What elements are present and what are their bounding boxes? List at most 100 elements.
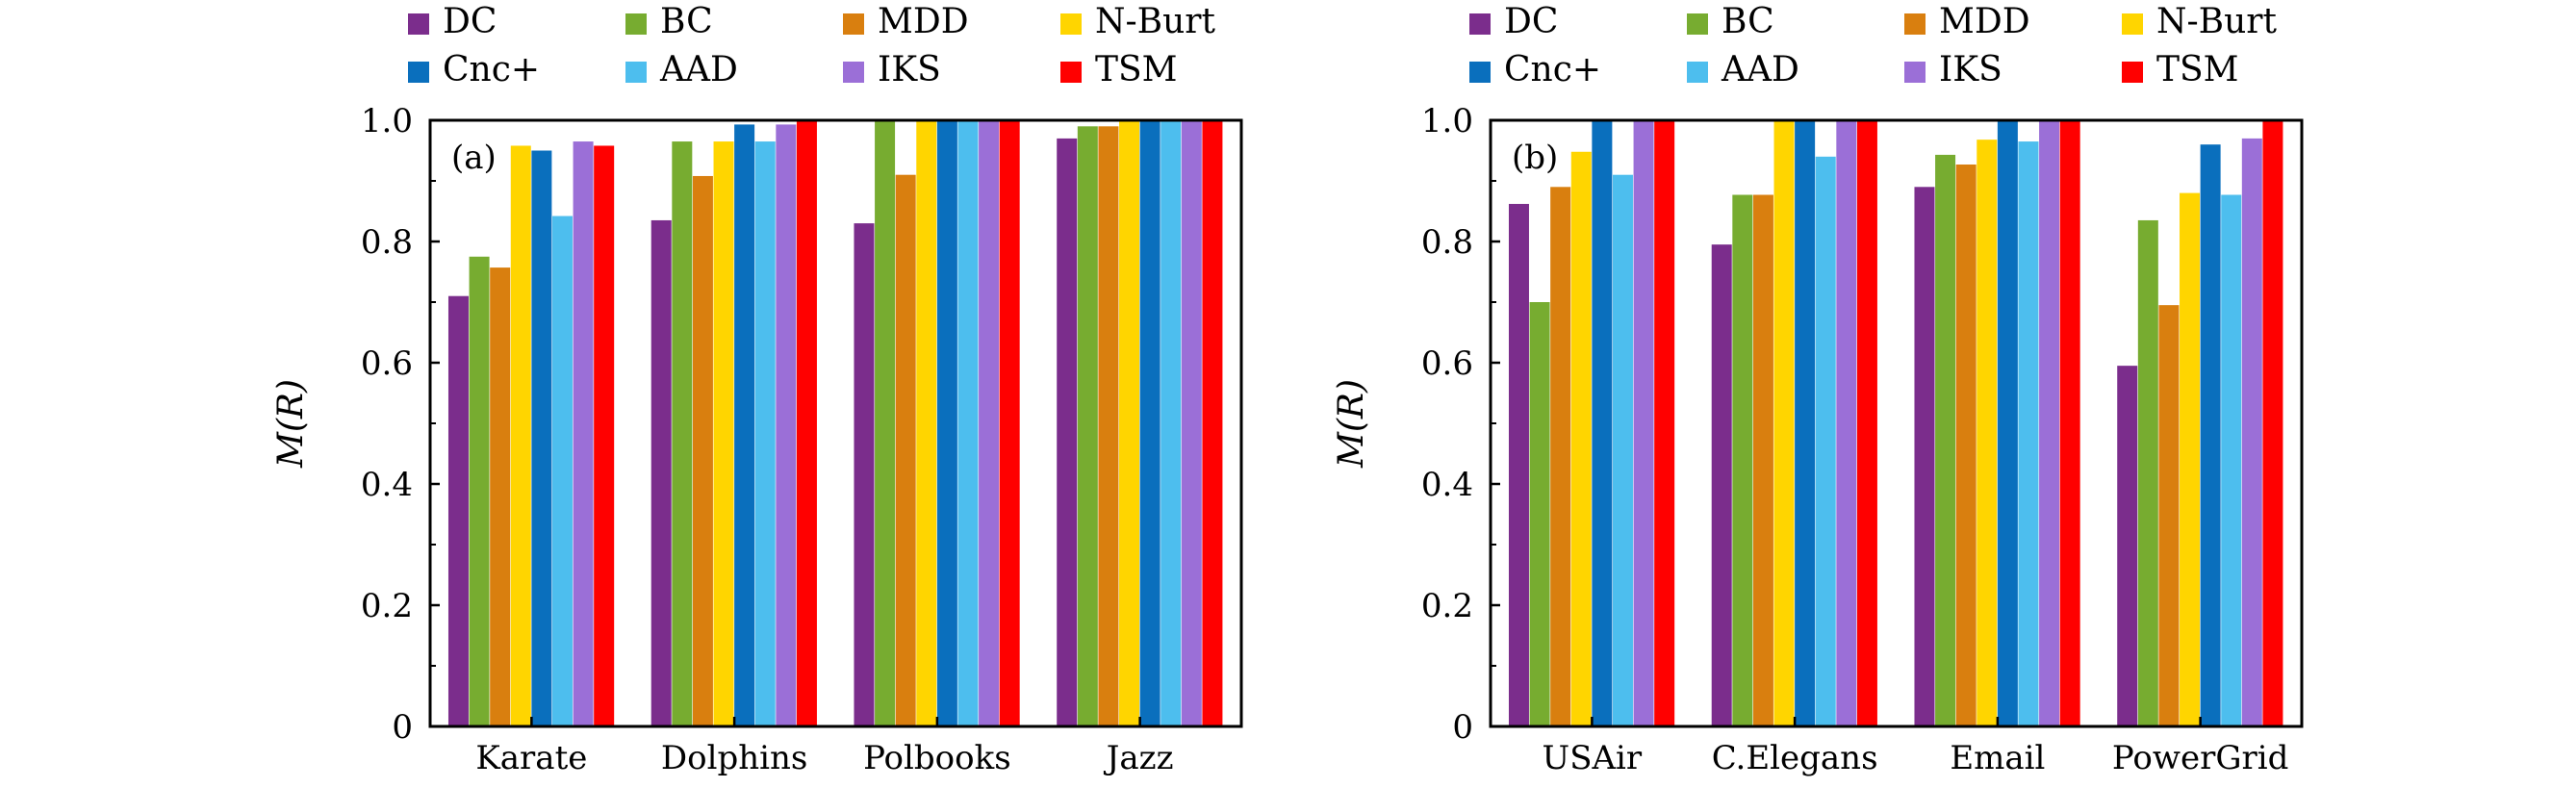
bar-aad <box>1815 156 1836 727</box>
x-tick-label: USAir <box>1543 739 1643 777</box>
plot-frame <box>428 118 1243 728</box>
legend-label: N-Burt <box>2156 2 2278 41</box>
bar-tsm <box>1202 120 1223 726</box>
legend-swatch-cnc- <box>1469 62 1491 83</box>
legend-swatch-mdd <box>843 13 864 35</box>
bar-tsm <box>2262 120 2283 726</box>
bar-n-burt <box>1977 140 1998 726</box>
bar-n-burt <box>1773 120 1795 726</box>
plot-frame <box>1489 118 2304 728</box>
bar-bc <box>875 120 896 726</box>
y-tick-label: 1.0 <box>361 102 413 140</box>
bar-tsm <box>2059 120 2080 726</box>
y-tick-label: 1.0 <box>1421 102 1473 140</box>
legend-label: BC <box>1722 2 1774 41</box>
bar-dc <box>650 219 672 726</box>
bar-iks <box>1633 120 1654 726</box>
y-tick-label: 0.6 <box>361 344 413 383</box>
bar-iks <box>2241 138 2262 726</box>
y-tick-label: 0.8 <box>1421 223 1473 262</box>
bar-cnc- <box>1139 120 1160 726</box>
bar-iks <box>2039 120 2060 726</box>
y-tick-label: 0 <box>392 708 413 747</box>
bar-n-burt <box>916 120 937 726</box>
bar-dc <box>854 223 875 727</box>
y-axis-title: M(R) <box>271 379 311 469</box>
legend-swatch-aad <box>625 62 647 83</box>
bar-aad <box>1160 120 1182 726</box>
bar-bc <box>2137 219 2158 726</box>
bar-bc <box>1935 154 1956 726</box>
legend-swatch-dc <box>408 13 429 35</box>
bar-dc <box>2117 366 2138 726</box>
bar-bc <box>672 141 693 727</box>
legend-label: IKS <box>1939 50 2002 89</box>
legend-label: Cnc+ <box>443 50 540 89</box>
panel-label: (a) <box>451 139 497 177</box>
bar-aad <box>2018 141 2039 727</box>
y-axis-title: M(R) <box>1332 379 1371 469</box>
x-tick-label: Dolphins <box>661 739 808 777</box>
legend-swatch-tsm <box>1060 62 1082 83</box>
legend-label: AAD <box>1721 50 1799 89</box>
bar-dc <box>447 295 469 726</box>
bar-cnc- <box>734 124 755 726</box>
y-tick-label: 0 <box>1452 708 1473 747</box>
bar-mdd <box>2158 305 2180 726</box>
legend-swatch-n-burt <box>2122 13 2143 35</box>
panel-label: (b) <box>1512 139 1558 177</box>
bar-n-burt <box>2180 192 2201 727</box>
legend-swatch-tsm <box>2122 62 2143 83</box>
bar-bc <box>1529 302 1550 726</box>
legend-label: BC <box>660 2 713 41</box>
bar-cnc- <box>1592 120 1613 726</box>
legend-swatch-iks <box>1904 62 1926 83</box>
bar-dc <box>1914 187 1935 727</box>
bar-n-burt <box>1570 151 1592 726</box>
bar-mdd <box>1098 126 1119 727</box>
chart-panel-a: DC BC MDD N-Burt Cnc+ AAD IKS TSM Karate Dolphins… <box>271 2 1243 777</box>
x-tick-label: C.Elegans <box>1712 739 1878 777</box>
bar-iks <box>979 120 1000 726</box>
bar-iks <box>1181 120 1202 726</box>
bar-dc <box>1508 203 1529 726</box>
legend-label: TSM <box>1095 50 1178 89</box>
bar-n-burt <box>510 145 531 726</box>
legend-label: IKS <box>878 50 941 89</box>
bar-cnc- <box>531 150 552 726</box>
legend-swatch-bc <box>625 13 647 35</box>
x-tick-label: Jazz <box>1104 739 1174 777</box>
legend-swatch-dc <box>1469 13 1491 35</box>
chart-panel-b: DC BC MDD N-Burt Cnc+ AAD IKS TSM USAir C.Elegans… <box>1332 2 2304 777</box>
y-tick-label: 0.2 <box>1421 587 1473 625</box>
x-tick-label: Karate <box>475 739 587 777</box>
legend-swatch-bc <box>1687 13 1708 35</box>
y-tick-label: 0.4 <box>1421 466 1473 504</box>
bar-mdd <box>1550 187 1571 727</box>
y-tick-label: 0.8 <box>361 223 413 262</box>
legend-swatch-cnc- <box>408 62 429 83</box>
legend-label: DC <box>443 2 497 41</box>
bar-iks <box>776 124 797 726</box>
bar-bc <box>469 256 490 726</box>
bar-aad <box>1612 174 1633 726</box>
bar-tsm <box>999 120 1020 726</box>
legend-label: TSM <box>2156 50 2239 89</box>
bar-tsm <box>1856 120 1877 726</box>
legend-swatch-iks <box>843 62 864 83</box>
bar-mdd <box>1752 194 1773 727</box>
bar-bc <box>1732 194 1753 727</box>
bar-iks <box>573 141 594 727</box>
x-tick-label: PowerGrid <box>2112 739 2289 777</box>
legend-label: DC <box>1504 2 1558 41</box>
bar-dc <box>1057 138 1078 726</box>
bar-aad <box>957 120 979 726</box>
bar-iks <box>1836 120 1857 726</box>
bar-cnc- <box>1795 120 1816 726</box>
bar-mdd <box>895 174 916 726</box>
bar-dc <box>1711 244 1732 726</box>
bar-mdd <box>692 175 713 726</box>
bar-tsm <box>594 145 615 726</box>
bar-cnc- <box>2200 144 2221 726</box>
legend-swatch-mdd <box>1904 13 1926 35</box>
